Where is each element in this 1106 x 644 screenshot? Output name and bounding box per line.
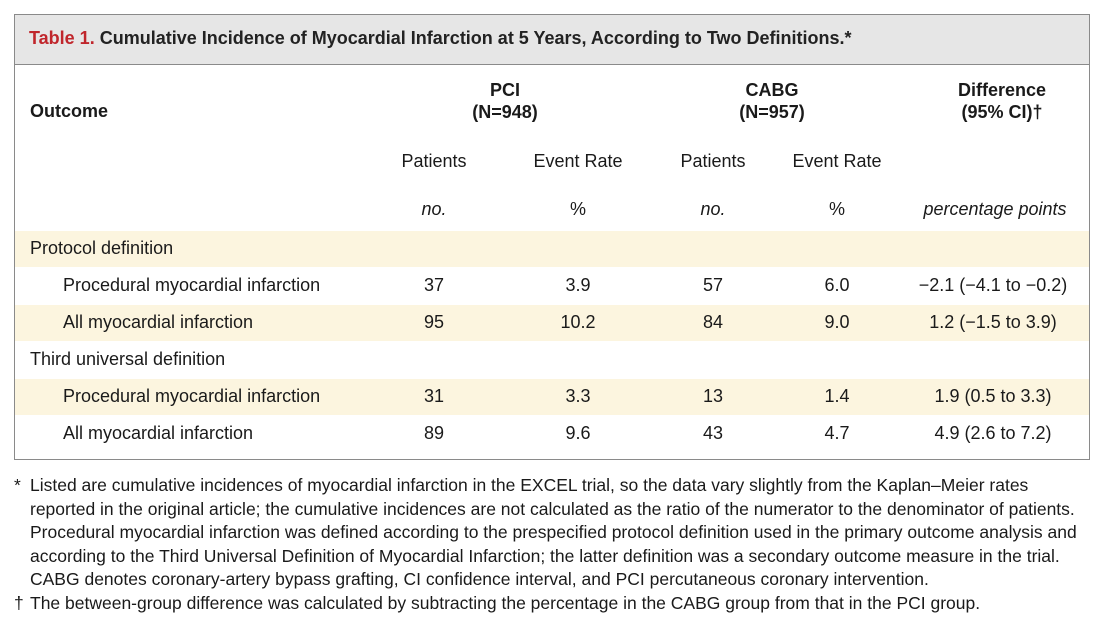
- table-title: Cumulative Incidence of Myocardial Infar…: [99, 28, 852, 48]
- footnote-dagger-text: The between-group difference was calcula…: [30, 592, 981, 613]
- table-caption: Table 1. Cumulative Incidence of Myocard…: [15, 15, 1089, 65]
- difference-header-ci: (95% CI)†: [961, 102, 1043, 122]
- footnote-star-text: Listed are cumulative incidences of myoc…: [30, 475, 1077, 589]
- cabg-patients-cell: 57: [702, 275, 724, 295]
- cabg-rate-cell: 6.0: [824, 275, 850, 295]
- row-label: All myocardial infarction: [63, 423, 254, 443]
- cabg-patients-cell: 43: [702, 423, 724, 443]
- difference-unit: percentage points: [923, 199, 1067, 219]
- difference-cell: 4.9 (2.6 to 7.2): [934, 423, 1052, 443]
- pci-header-n: (N=948): [472, 102, 538, 122]
- cabg-header-label: CABG: [745, 80, 799, 100]
- pci-patients-unit: no.: [421, 199, 447, 219]
- section-band: [15, 231, 1089, 267]
- cabg-header: CABG (N=957): [687, 79, 857, 123]
- footnote-dagger-mark: †: [14, 592, 24, 613]
- pci-patients-cell: 31: [423, 386, 445, 406]
- row-label: Procedural myocardial infarction: [63, 275, 321, 295]
- cabg-patients-unit: no.: [700, 199, 726, 219]
- cabg-patients-header: Patients: [680, 151, 746, 171]
- cabg-rate-cell: 1.4: [824, 386, 850, 406]
- footnote-dagger: † The between-group difference was calcu…: [14, 592, 1096, 616]
- cabg-event-rate-header: Event Rate: [792, 151, 882, 171]
- table-number: Table 1.: [29, 28, 95, 48]
- cabg-rate-cell: 9.0: [824, 312, 850, 332]
- pci-header: PCI (N=948): [420, 79, 590, 123]
- outcome-header: Outcome: [30, 101, 109, 121]
- difference-cell: 1.2 (−1.5 to 3.9): [929, 312, 1057, 332]
- cabg-patients-cell: 13: [702, 386, 724, 406]
- pci-patients-cell: 95: [423, 312, 445, 332]
- pci-patients-cell: 37: [423, 275, 445, 295]
- cabg-rate-unit: %: [828, 199, 845, 219]
- row-label: Procedural myocardial infarction: [63, 386, 321, 406]
- difference-header: Difference (95% CI)†: [922, 79, 1082, 123]
- cabg-patients-cell: 84: [702, 312, 724, 332]
- footnotes: * Listed are cumulative incidences of my…: [14, 474, 1096, 615]
- difference-header-label: Difference: [957, 80, 1047, 100]
- pci-rate-cell: 9.6: [565, 423, 591, 443]
- footnote-star-mark: *: [14, 475, 21, 495]
- footnote-star: * Listed are cumulative incidences of my…: [14, 474, 1096, 592]
- pci-rate-unit: %: [569, 199, 586, 219]
- row-label: All myocardial infarction: [63, 312, 254, 332]
- pci-patients-cell: 89: [423, 423, 445, 443]
- section-title-third-universal: Third universal definition: [30, 349, 226, 369]
- row-band: [15, 305, 1089, 341]
- pci-rate-cell: 3.3: [565, 386, 591, 406]
- difference-cell: −2.1 (−4.1 to −0.2): [918, 275, 1068, 295]
- difference-cell: 1.9 (0.5 to 3.3): [934, 386, 1052, 406]
- pci-header-label: PCI: [489, 80, 520, 100]
- section-title-protocol: Protocol definition: [30, 238, 174, 258]
- pci-rate-cell: 10.2: [560, 312, 596, 332]
- row-band: [15, 379, 1089, 415]
- pci-rate-cell: 3.9: [565, 275, 591, 295]
- cabg-header-n: (N=957): [739, 102, 805, 122]
- cabg-rate-cell: 4.7: [824, 423, 850, 443]
- results-table: Table 1. Cumulative Incidence of Myocard…: [14, 14, 1090, 460]
- pci-patients-header: Patients: [401, 151, 467, 171]
- pci-event-rate-header: Event Rate: [533, 151, 623, 171]
